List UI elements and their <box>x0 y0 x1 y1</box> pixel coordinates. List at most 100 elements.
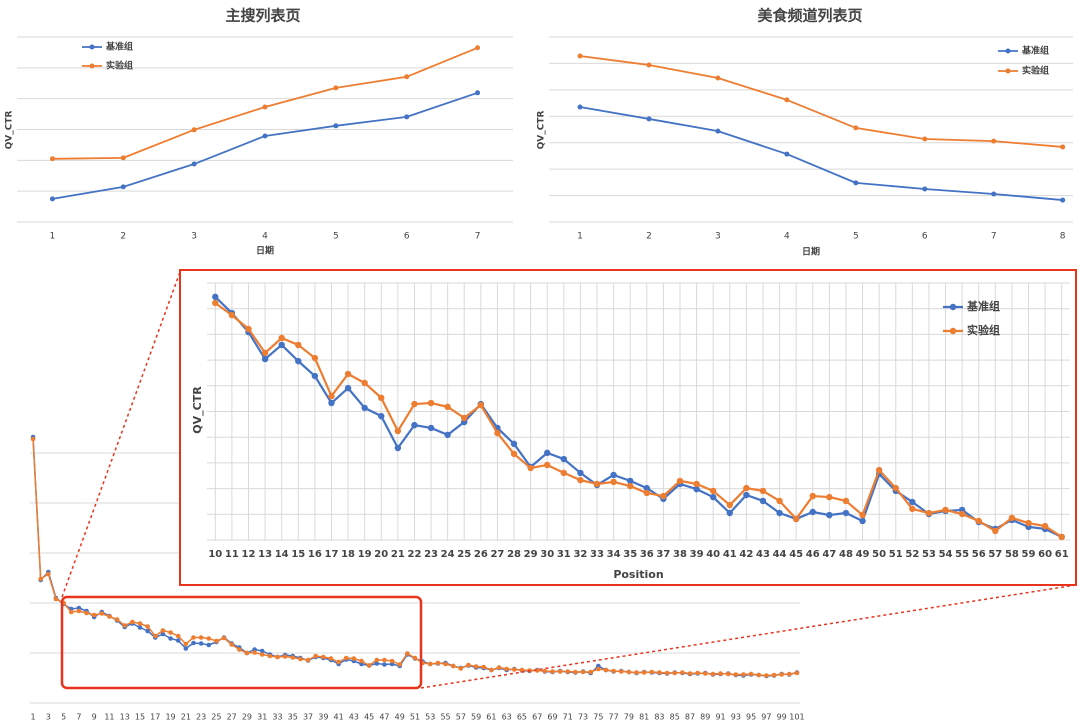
data-point <box>313 653 318 659</box>
data-point <box>646 116 652 122</box>
data-point <box>366 663 372 668</box>
x-axis-label: 日期 <box>802 246 820 258</box>
x-tick-label: 3 <box>191 232 197 242</box>
series-line <box>579 106 1063 201</box>
data-point <box>328 392 335 400</box>
x-tick-label: 57 <box>456 713 466 722</box>
x-tick-label: 3 <box>46 713 51 722</box>
data-point <box>38 576 43 582</box>
x-tick-label: 65 <box>517 713 527 722</box>
data-point <box>1060 144 1066 150</box>
x-tick-label: 15 <box>291 549 305 560</box>
data-point <box>152 633 158 639</box>
data-point <box>909 498 916 506</box>
data-point <box>643 489 650 497</box>
x-tick-label: 23 <box>196 713 206 722</box>
data-point <box>191 127 197 133</box>
data-point <box>687 671 693 676</box>
x-tick-label: 1 <box>50 232 56 242</box>
x-tick-label: 57 <box>988 549 1002 560</box>
x-tick-label: 13 <box>120 713 130 722</box>
data-point <box>397 662 403 667</box>
data-point <box>168 630 173 635</box>
data-point <box>826 511 833 519</box>
data-point <box>859 517 866 525</box>
data-point <box>853 180 859 186</box>
data-point <box>443 661 448 667</box>
data-point <box>1060 197 1066 203</box>
data-point <box>481 664 487 670</box>
data-point <box>925 509 933 517</box>
x-tick-label: 37 <box>303 713 313 722</box>
data-point <box>333 85 339 91</box>
data-point <box>519 667 525 673</box>
x-tick-label: 46 <box>806 549 820 560</box>
data-point <box>259 648 265 654</box>
data-point <box>46 571 51 577</box>
data-point <box>560 455 568 463</box>
data-point <box>577 104 583 110</box>
x-tick-label: 39 <box>690 549 704 560</box>
data-point <box>206 642 212 648</box>
x-tick-label: 25 <box>457 549 471 560</box>
x-tick-label: 93 <box>731 713 741 722</box>
data-point <box>427 399 435 407</box>
data-point <box>557 669 563 674</box>
x-tick-label: 10 <box>208 549 222 560</box>
x-tick-label: 55 <box>955 549 969 560</box>
data-point <box>99 611 105 616</box>
data-point <box>958 510 966 518</box>
x-tick-label: 60 <box>1038 549 1052 560</box>
data-point <box>784 151 790 157</box>
data-point <box>183 641 189 647</box>
x-tick-label: 37 <box>656 549 670 560</box>
x-tick-label: 6 <box>922 232 928 242</box>
x-tick-label: 54 <box>939 549 953 560</box>
x-tick-label: 53 <box>425 713 435 722</box>
x-tick-label: 23 <box>424 549 438 560</box>
data-point <box>361 379 368 387</box>
data-point <box>458 666 464 671</box>
data-point <box>577 53 583 59</box>
data-point <box>560 469 568 477</box>
data-point <box>389 658 395 664</box>
data-point <box>175 638 181 643</box>
data-point <box>743 491 750 499</box>
x-tick-label: 11 <box>104 713 114 722</box>
data-point <box>374 657 380 663</box>
data-point <box>627 482 634 490</box>
data-point <box>427 661 433 667</box>
legend-marker <box>949 303 957 311</box>
x-tick-label: 40 <box>706 549 720 560</box>
data-point <box>261 349 269 357</box>
chart-title: 美食频道列表页 <box>757 7 862 25</box>
data-point <box>198 635 204 640</box>
data-point <box>922 136 928 142</box>
data-point <box>305 657 311 663</box>
x-tick-label: 47 <box>379 713 389 722</box>
data-point <box>76 608 82 614</box>
data-point <box>909 505 916 513</box>
data-point <box>394 427 402 435</box>
data-point <box>214 638 219 644</box>
data-point <box>130 619 135 625</box>
x-tick-label: 21 <box>181 713 191 722</box>
x-tick-label: 33 <box>272 713 282 722</box>
data-point <box>510 440 518 448</box>
data-point <box>496 665 502 670</box>
data-point <box>191 635 196 640</box>
x-tick-label: 5 <box>853 232 859 242</box>
data-point <box>610 478 617 486</box>
data-point <box>792 515 800 523</box>
data-point <box>580 669 586 675</box>
legend-label: 基准组 <box>105 41 133 53</box>
data-point <box>68 609 74 615</box>
data-point <box>748 671 754 677</box>
data-point <box>859 511 866 519</box>
x-tick-label: 50 <box>872 549 886 560</box>
data-point <box>759 487 767 495</box>
data-point <box>991 191 997 197</box>
x-tick-label: 101 <box>789 713 804 722</box>
x-tick-label: 41 <box>723 549 737 560</box>
